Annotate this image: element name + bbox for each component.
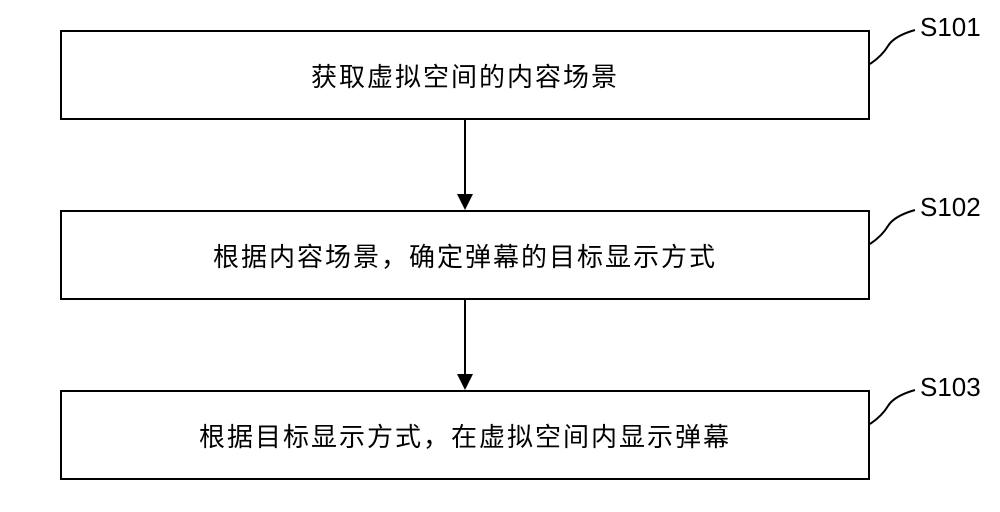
- step-label-s101: S101: [920, 12, 981, 43]
- step-label-s102: S102: [920, 192, 981, 223]
- flowchart-container: 获取虚拟空间的内容场景 S101 根据内容场景，确定弹幕的目标显示方式 S102…: [0, 0, 1000, 512]
- connector-bracket-s102: [870, 206, 920, 246]
- step-box-s102: 根据内容场景，确定弹幕的目标显示方式: [60, 210, 870, 300]
- step-label-s103: S103: [920, 372, 981, 403]
- step-text-s103: 根据目标显示方式，在虚拟空间内显示弹幕: [199, 417, 731, 454]
- connector-bracket-s101: [870, 26, 920, 66]
- step-box-s101: 获取虚拟空间的内容场景: [60, 30, 870, 120]
- step-box-s103: 根据目标显示方式，在虚拟空间内显示弹幕: [60, 390, 870, 480]
- arrow-1: [453, 120, 477, 210]
- step-text-s101: 获取虚拟空间的内容场景: [311, 57, 619, 94]
- step-text-s102: 根据内容场景，确定弹幕的目标显示方式: [213, 237, 717, 274]
- arrow-2: [453, 300, 477, 390]
- connector-bracket-s103: [870, 386, 920, 426]
